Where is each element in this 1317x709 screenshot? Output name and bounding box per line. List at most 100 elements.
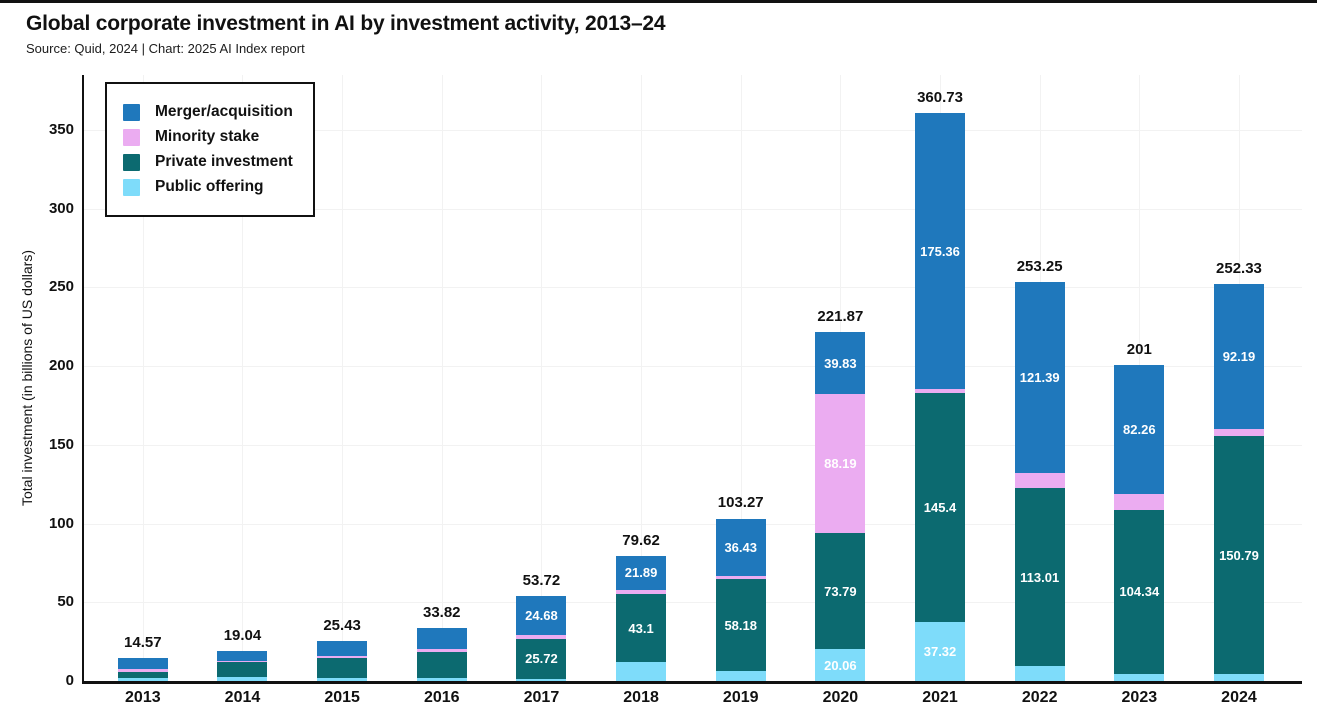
bar-segment-private-investment: 145.4 (915, 393, 966, 623)
bar-segment-value-label: 145.4 (923, 500, 957, 516)
bar-segment-minority-stake (616, 590, 667, 595)
bar-segment-minority-stake (715, 575, 766, 580)
bar-segment-value-label: 104.34 (1119, 584, 1160, 600)
x-axis-spine (82, 681, 1302, 684)
bar-segment-public-offering (1213, 673, 1264, 681)
gridline-horizontal (84, 287, 1302, 289)
bar-segment-merger-acquisition: 39.83 (815, 331, 866, 395)
y-axis-spine (82, 75, 84, 681)
bar-total-label: 221.87 (817, 307, 864, 325)
stacked-bar-2024: 150.79 92.19 (1213, 283, 1264, 681)
gridline-vertical (142, 75, 144, 681)
bar-segment-value-label: 88.19 (824, 456, 857, 472)
bar-segment-public-offering: 20.06 (815, 649, 866, 681)
legend-swatch-public-offering-icon (123, 178, 140, 196)
stacked-bar-2023: 104.34 82.26 (1114, 364, 1165, 681)
y-axis-tick-label: 250 (48, 278, 74, 296)
stacked-bar-2021: 37.32 145.4 175.36 (915, 113, 966, 681)
bar-segment-private-investment (317, 658, 368, 678)
plot-area: Merger/acquisition Minority stake Privat… (49, 75, 1302, 706)
bar-segment-minority-stake (317, 655, 368, 659)
legend-label: Minority stake (155, 128, 260, 145)
bar-total-label: 252.33 (1216, 259, 1262, 277)
x-axis-tick-label: 2019 (722, 689, 759, 706)
x-axis-tick-label: 2022 (1021, 689, 1058, 706)
bar-segment-public-offering: 37.32 (915, 622, 966, 681)
x-axis-tick-label: 2021 (922, 689, 958, 706)
legend-swatch-merger-acquisition-icon (123, 103, 140, 121)
bar-segment-value-label: 121.39 (1019, 370, 1060, 386)
legend-swatch-private-investment-icon (123, 153, 140, 171)
bar-segment-merger-acquisition: 82.26 (1114, 364, 1165, 495)
bar-segment-minority-stake (117, 668, 168, 672)
bar-segment-public-offering (1114, 674, 1165, 681)
stacked-bar-2016 (416, 627, 467, 681)
gridline-horizontal (84, 523, 1302, 525)
bar-segment-minority-stake (516, 635, 567, 639)
bar-segment-value-label: 92.19 (1222, 348, 1256, 364)
bar-total-label: 53.72 (522, 572, 561, 590)
stacked-bar-2018: 43.1 21.89 (616, 555, 667, 681)
bar-segment-minority-stake: 88.19 (815, 394, 866, 534)
bar-segment-value-label: 20.06 (824, 657, 857, 673)
x-axis-tick-label: 2016 (423, 689, 460, 706)
bar-segment-value-label: 25.72 (525, 651, 558, 667)
bar-segment-value-label: 82.26 (1123, 421, 1156, 437)
gridline-vertical (441, 75, 443, 681)
legend-item-public-offering: Public offering (123, 178, 293, 196)
bar-segment-merger-acquisition: 121.39 (1014, 282, 1065, 474)
bar-total-label: 25.43 (323, 616, 361, 634)
bar-segment-public-offering (616, 662, 667, 681)
y-axis-tick-label: 50 (57, 593, 74, 611)
gridline-vertical (541, 75, 543, 681)
gridline-vertical (641, 75, 643, 681)
gridline-vertical (342, 75, 344, 681)
bar-total-label: 201 (1126, 340, 1152, 358)
bar-segment-merger-acquisition: 21.89 (616, 555, 667, 591)
stacked-bar-2020: 20.06 73.79 88.19 39.83 (815, 331, 866, 681)
gridline-horizontal (84, 208, 1302, 210)
chart-title: Global corporate investment in AI by inv… (26, 12, 666, 35)
stacked-bar-2013 (117, 658, 168, 681)
bar-segment-public-offering (117, 678, 168, 681)
legend-label: Private investment (155, 153, 293, 170)
page-top-border (0, 0, 1317, 3)
bar-segment-private-investment: 104.34 (1114, 509, 1165, 675)
bar-segment-value-label: 39.83 (824, 355, 857, 371)
y-axis-tick-label: 300 (48, 199, 74, 217)
bar-total-label: 360.73 (917, 89, 963, 107)
stacked-bar-2015 (317, 641, 368, 681)
bar-total-label: 103.27 (717, 494, 764, 512)
bar-segment-value-label: 24.68 (525, 608, 558, 624)
bar-segment-value-label: 113.01 (1020, 569, 1060, 585)
gridline-horizontal (84, 366, 1302, 368)
bar-segment-private-investment: 43.1 (616, 594, 667, 663)
bar-segment-private-investment (416, 651, 467, 679)
bar-segment-minority-stake (1014, 473, 1065, 489)
bar-total-label: 33.82 (422, 603, 461, 621)
bar-segment-minority-stake (915, 389, 966, 394)
bar-segment-public-offering (1014, 666, 1065, 681)
bar-segment-merger-acquisition: 175.36 (915, 113, 966, 390)
bar-segment-private-investment (117, 671, 168, 679)
legend-item-minority-stake: Minority stake (123, 128, 293, 146)
gridline-vertical (740, 75, 742, 681)
bar-segment-merger-acquisition: 24.68 (516, 596, 567, 636)
x-axis-tick-label: 2017 (523, 689, 560, 706)
bar-segment-merger-acquisition (416, 627, 467, 649)
bar-segment-private-investment (217, 661, 268, 678)
bar-segment-private-investment: 113.01 (1014, 488, 1065, 667)
x-axis-tick-label: 2024 (1221, 689, 1257, 706)
gridline-horizontal (84, 130, 1302, 132)
bar-segment-value-label: 37.32 (923, 644, 957, 660)
bar-total-label: 14.57 (124, 634, 162, 652)
bar-segment-merger-acquisition (317, 641, 368, 656)
bar-segment-minority-stake (1213, 428, 1264, 437)
bar-segment-value-label: 150.79 (1219, 547, 1259, 563)
bar-total-label: 19.04 (223, 627, 262, 645)
bar-segment-value-label: 58.18 (724, 617, 757, 633)
bar-segment-public-offering (416, 678, 467, 681)
bar-segment-value-label: 36.43 (724, 539, 757, 555)
bar-segment-merger-acquisition (117, 658, 168, 669)
bar-segment-merger-acquisition: 92.19 (1213, 283, 1264, 429)
